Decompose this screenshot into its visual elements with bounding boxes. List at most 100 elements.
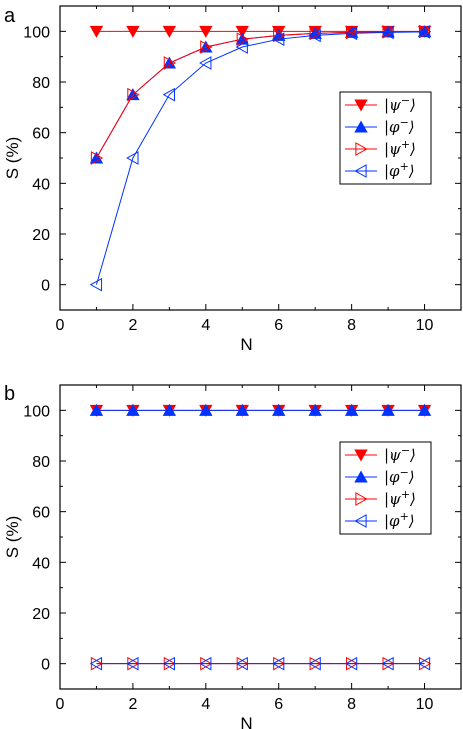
y-tick-label: 20: [32, 606, 50, 623]
data-point: [162, 403, 177, 416]
legend-entry: |φ−⟩: [345, 116, 415, 136]
legend-marker: [354, 470, 368, 483]
data-point: [417, 656, 431, 671]
legend-ket: ⟩: [409, 490, 416, 508]
data-point: [417, 403, 432, 416]
series-1: [89, 403, 432, 416]
data-point: [126, 151, 139, 165]
y-tick-label: 20: [32, 227, 50, 244]
x-tick-label: 0: [56, 696, 65, 713]
data-point: [90, 151, 104, 165]
data-point: [417, 24, 431, 39]
legend-state: |ψ: [384, 140, 401, 158]
legend-ket: ⟩: [408, 118, 415, 136]
data-point: [126, 656, 139, 671]
x-tick-label: 2: [128, 696, 137, 713]
series-3: [89, 656, 431, 671]
data-point: [272, 403, 286, 416]
legend-box: [339, 91, 432, 185]
legend-superscript: +: [400, 160, 409, 173]
panel-label: b: [4, 383, 15, 405]
data-point: [309, 26, 322, 41]
y-tick-label: 40: [32, 555, 50, 572]
legend-marker: [354, 449, 368, 462]
y-tick-label: 60: [32, 126, 50, 143]
x-axis-title: N: [240, 714, 252, 729]
data-point: [235, 403, 249, 416]
legend-label: |φ+⟩: [384, 510, 415, 530]
data-point: [199, 56, 212, 70]
legend-superscript: −: [400, 116, 409, 129]
legend-ket: ⟩: [409, 140, 416, 158]
legend-marker: [355, 142, 368, 156]
data-point: [344, 656, 358, 671]
data-point: [199, 25, 213, 38]
data-point: [271, 656, 285, 671]
x-tick-label: 0: [56, 317, 65, 334]
data-point: [162, 656, 175, 671]
x-tick-label: 8: [347, 317, 356, 334]
panel-label: a: [4, 5, 16, 27]
data-point: [162, 87, 175, 102]
data-point: [381, 403, 395, 416]
data-point: [308, 28, 321, 43]
legend: |ψ−⟩|φ−⟩|ψ+⟩|φ+⟩: [339, 441, 432, 535]
y-tick-label: 0: [41, 278, 50, 295]
legend-superscript: +: [400, 510, 409, 523]
legend-label: |φ−⟩: [384, 466, 415, 486]
legend-superscript: −: [400, 466, 409, 479]
legend-entry: |ψ−⟩: [345, 94, 416, 114]
x-tick-label: 6: [274, 317, 283, 334]
y-tick-label: 60: [32, 505, 50, 522]
x-axis-title: N: [240, 335, 252, 354]
legend-superscript: +: [401, 488, 410, 501]
data-point: [200, 40, 213, 54]
data-point: [344, 403, 359, 416]
legend-entry: |φ+⟩: [345, 160, 415, 180]
data-point: [235, 25, 249, 38]
legend-label: |φ−⟩: [384, 116, 415, 136]
plot-frame: [59, 384, 462, 690]
legend-marker: [355, 492, 368, 506]
x-tick-label: 10: [416, 317, 434, 334]
data-point: [344, 26, 358, 41]
legend-state: |ψ: [384, 490, 401, 508]
y-axis-title: S (%): [3, 137, 22, 180]
legend-superscript: −: [401, 94, 410, 107]
legend-marker: [354, 120, 368, 133]
legend-ket: ⟩: [408, 512, 415, 530]
legend-entry: |ψ−⟩: [345, 444, 416, 464]
x-tick-label: 4: [201, 696, 210, 713]
data-point: [273, 28, 286, 43]
x-tick-label: 10: [416, 696, 434, 713]
y-tick-label: 100: [23, 24, 50, 41]
y-tick-label: 100: [23, 403, 50, 420]
data-point: [199, 403, 213, 416]
legend-ket: ⟩: [408, 162, 415, 180]
legend-marker: [354, 99, 368, 112]
legend-label: |ψ+⟩: [384, 138, 416, 158]
legend-ket: ⟩: [409, 446, 416, 464]
legend-state: |φ: [384, 468, 400, 486]
legend-label: |ψ+⟩: [384, 488, 416, 508]
data-point: [127, 87, 140, 102]
data-point: [271, 32, 285, 47]
legend-state: |ψ: [384, 446, 401, 464]
legend: |ψ−⟩|φ−⟩|ψ+⟩|φ+⟩: [339, 91, 432, 185]
x-tick-label: 2: [128, 317, 137, 334]
x-tick-label: 8: [347, 696, 356, 713]
legend-marker: [354, 514, 367, 528]
legend-entry: |φ+⟩: [345, 510, 415, 530]
legend-ket: ⟩: [409, 96, 416, 114]
data-point: [126, 25, 140, 38]
data-point: [346, 25, 359, 40]
legend-state: |φ: [384, 118, 400, 136]
series-line: [95, 31, 425, 285]
legend-entry: |ψ+⟩: [345, 488, 416, 508]
y-tick-label: 80: [32, 454, 50, 471]
legend-state: |ψ: [384, 96, 401, 114]
legend-superscript: −: [401, 444, 410, 457]
